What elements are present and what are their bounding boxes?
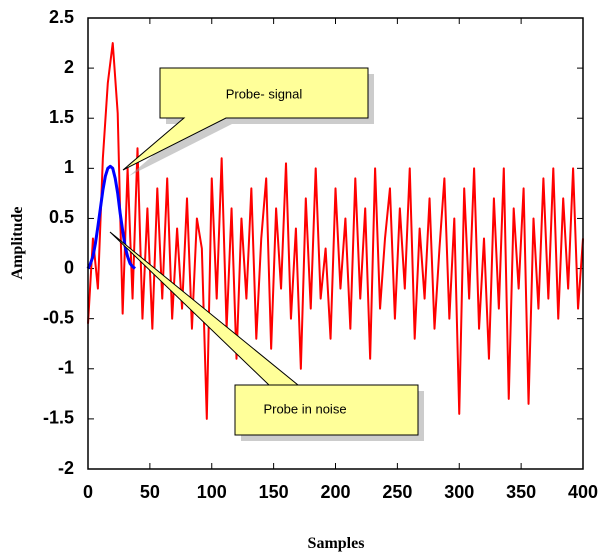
- callout-noise: Probe in noise: [109, 231, 424, 441]
- x-axis-label: Samples: [308, 535, 365, 552]
- x-tick-label: 0: [83, 482, 93, 502]
- y-tick-label: 1.5: [49, 107, 74, 127]
- y-tick-label: -2: [58, 458, 74, 478]
- y-tick-label: 2: [64, 57, 74, 77]
- plot-area: -2 -1.5 -1 -0.5 0 0.5 1 1.5 2 2.5 0 50 100 150 200 250 3…: [43, 7, 598, 502]
- x-tick-label: 300: [444, 482, 474, 502]
- plot-frame: [87, 17, 584, 470]
- x-tick-label: 350: [506, 482, 536, 502]
- data-line: [87, 42, 584, 420]
- x-tick-label: 150: [259, 482, 289, 502]
- x-tick-label: 250: [382, 482, 412, 502]
- x-tick-label: 400: [568, 482, 598, 502]
- y-tick-label: 2.5: [49, 7, 74, 27]
- y-axis-label: Amplitude: [9, 207, 26, 280]
- y-tick-label: 0: [64, 257, 74, 277]
- y-tick-label: -0.5: [43, 307, 74, 327]
- data-line: [86, 164, 136, 270]
- x-tick-label: 100: [197, 482, 227, 502]
- x-tick-label: 200: [320, 482, 350, 502]
- y-tick-label: 1: [64, 157, 74, 177]
- x-tick-label: 50: [140, 482, 160, 502]
- annotation: Probe- signal: [226, 86, 303, 101]
- callout-signal: Probe- signal: [122, 67, 374, 176]
- y-tick-label: -1.5: [43, 408, 74, 428]
- annotation: Probe in noise: [263, 401, 346, 416]
- y-tick-label: -1: [58, 358, 74, 378]
- y-tick-label: 0.5: [49, 207, 74, 227]
